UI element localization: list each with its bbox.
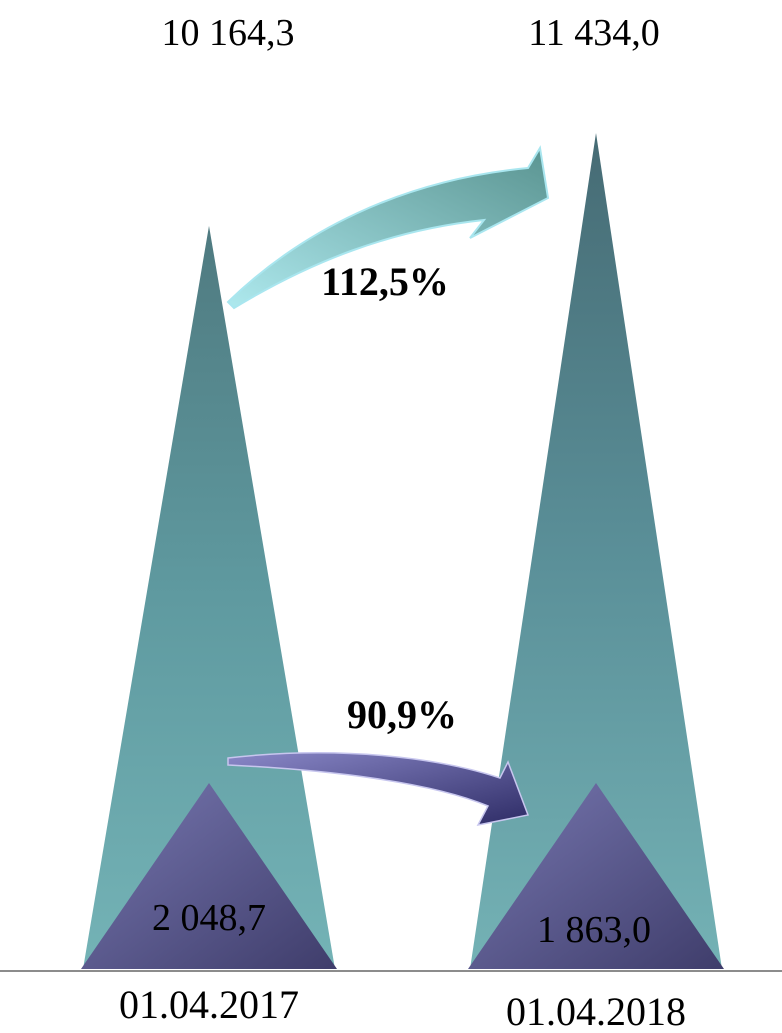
value-label-b-2018: 1 863,0 bbox=[537, 909, 651, 951]
growth-label-1: 90,9% bbox=[347, 692, 457, 737]
category-label-2017: 01.04.2017 bbox=[119, 982, 299, 1027]
bar-part-01.04.2018 bbox=[468, 783, 724, 969]
bar-part-01.04.2017 bbox=[81, 783, 337, 969]
value-label-b-2017: 2 048,7 bbox=[152, 897, 266, 939]
bar-total-01.04.2017 bbox=[83, 225, 335, 969]
growth-label-0: 112,5% bbox=[321, 259, 449, 304]
value-label-a-2018: 11 434,0 bbox=[528, 12, 660, 54]
value-label-a-2017: 10 164,3 bbox=[162, 12, 295, 54]
bar-total-01.04.2018 bbox=[470, 133, 722, 969]
growth-arrow-1 bbox=[227, 752, 530, 827]
category-label-2018: 01.04.2018 bbox=[506, 989, 686, 1033]
growth-arrow-0 bbox=[226, 145, 550, 310]
